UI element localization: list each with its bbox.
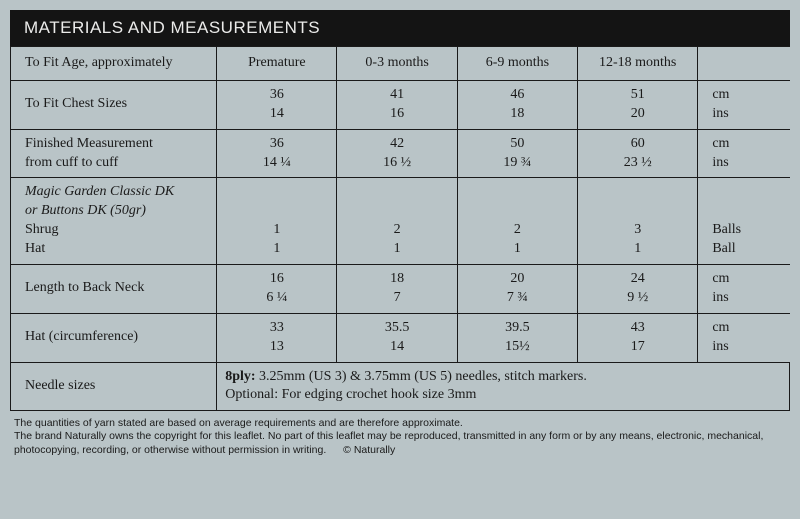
chest-c3: 5120 — [578, 80, 698, 129]
header-row: To Fit Age, approximately Premature 0-3 … — [11, 47, 790, 81]
length-c2: 207 ¾ — [457, 265, 577, 314]
row-yarn: Magic Garden Classic DK or Buttons DK (5… — [11, 178, 790, 265]
chest-units: cmins — [698, 80, 790, 129]
finished-label: Finished Measurementfrom cuff to cuff — [11, 129, 217, 178]
hatcirc-c2: 39.515½ — [457, 313, 577, 362]
finished-c3: 6023 ½ — [578, 129, 698, 178]
header-size-0: Premature — [217, 47, 337, 81]
yarn-label: Magic Garden Classic DK or Buttons DK (5… — [11, 178, 217, 265]
footer-line1: The quantities of yarn stated are based … — [14, 417, 463, 429]
header-unit-blank — [698, 47, 790, 81]
length-c0: 166 ¼ — [217, 265, 337, 314]
length-label: Length to Back Neck — [11, 265, 217, 314]
header-size-2: 6-9 months — [457, 47, 577, 81]
header-size-1: 0-3 months — [337, 47, 457, 81]
yarn-c0: 11 — [217, 178, 337, 265]
needles-text: 8ply: 3.25mm (US 3) & 3.75mm (US 5) need… — [217, 362, 790, 411]
finished-c2: 5019 ¾ — [457, 129, 577, 178]
hatcirc-units: cmins — [698, 313, 790, 362]
yarn-c1: 21 — [337, 178, 457, 265]
footer-copyright: © Naturally — [343, 444, 395, 456]
yarn-c2: 21 — [457, 178, 577, 265]
header-size-3: 12-18 months — [578, 47, 698, 81]
row-hat-circ: Hat (circumference) 3313 35.514 39.515½ … — [11, 313, 790, 362]
footer-text: The quantities of yarn stated are based … — [10, 411, 790, 456]
finished-units: cmins — [698, 129, 790, 178]
row-chest: To Fit Chest Sizes 3614 4116 4618 5120 c… — [11, 80, 790, 129]
hatcirc-label: Hat (circumference) — [11, 313, 217, 362]
row-needles: Needle sizes 8ply: 3.25mm (US 3) & 3.75m… — [11, 362, 790, 411]
finished-c1: 4216 ½ — [337, 129, 457, 178]
length-c1: 187 — [337, 265, 457, 314]
chest-label: To Fit Chest Sizes — [11, 80, 217, 129]
yarn-units: BallsBall — [698, 178, 790, 265]
chest-c2: 4618 — [457, 80, 577, 129]
hatcirc-c0: 3313 — [217, 313, 337, 362]
needles-label: Needle sizes — [11, 362, 217, 411]
chest-c0: 3614 — [217, 80, 337, 129]
length-units: cmins — [698, 265, 790, 314]
section-title: MATERIALS AND MEASUREMENTS — [10, 10, 790, 46]
row-length-neck: Length to Back Neck 166 ¼ 187 207 ¾ 249 … — [11, 265, 790, 314]
finished-c0: 3614 ¼ — [217, 129, 337, 178]
length-c3: 249 ½ — [578, 265, 698, 314]
measurements-table: To Fit Age, approximately Premature 0-3 … — [10, 46, 790, 411]
row-finished: Finished Measurementfrom cuff to cuff 36… — [11, 129, 790, 178]
header-age-label: To Fit Age, approximately — [11, 47, 217, 81]
hatcirc-c1: 35.514 — [337, 313, 457, 362]
hatcirc-c3: 4317 — [578, 313, 698, 362]
chest-c1: 4116 — [337, 80, 457, 129]
yarn-c3: 31 — [578, 178, 698, 265]
